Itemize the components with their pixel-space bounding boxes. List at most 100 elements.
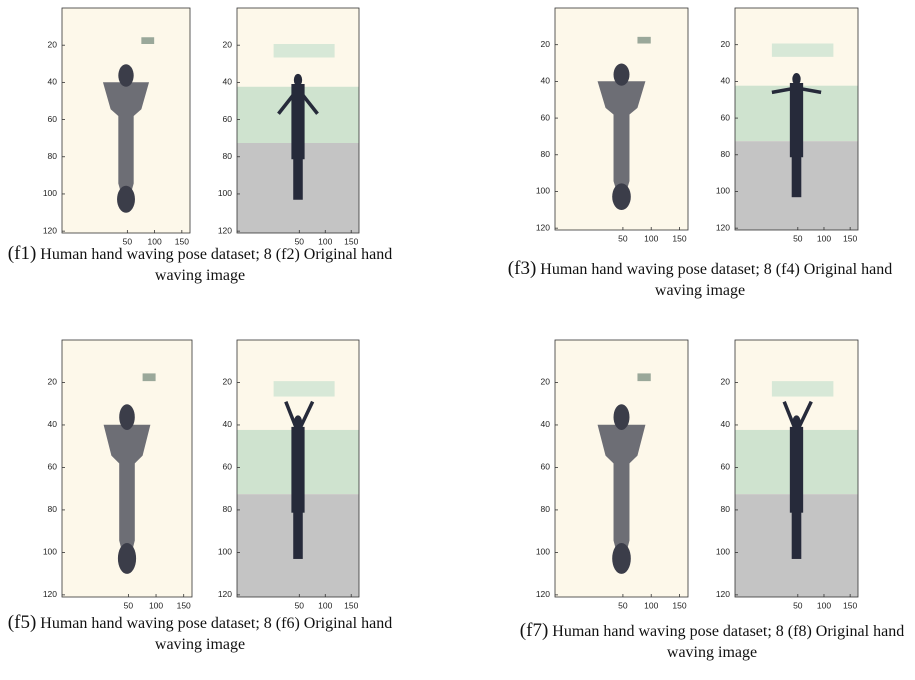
- y-tick-label: 80: [721, 504, 731, 514]
- y-tick-label: 20: [541, 39, 551, 49]
- caption: (f1)Human hand waving pose dataset; 8 (f…: [0, 243, 400, 286]
- y-tick-label: 60: [541, 462, 551, 472]
- x-tick-label: 50: [793, 600, 803, 610]
- speckle: [141, 37, 154, 44]
- y-tick-label: 120: [218, 589, 232, 599]
- y-tick-label: 60: [223, 462, 233, 472]
- y-tick-label: 40: [223, 77, 233, 87]
- caption-label: (f3): [508, 258, 536, 279]
- silhouette-lower: [118, 543, 136, 574]
- y-tick-label: 20: [721, 39, 731, 49]
- y-tick-label: 40: [721, 419, 731, 429]
- silhouette-lower: [612, 543, 631, 574]
- y-tick-label: 20: [48, 377, 58, 387]
- y-tick-label: 60: [721, 112, 731, 122]
- y-tick-label: 60: [541, 112, 551, 122]
- y-tick-label: 120: [716, 222, 730, 232]
- y-tick-label: 40: [48, 419, 58, 429]
- speckle: [637, 373, 650, 381]
- caption: (f7)Human hand waving pose dataset; 8 (f…: [512, 620, 912, 663]
- y-tick-label: 20: [541, 377, 551, 387]
- silhouette-head: [614, 64, 630, 86]
- caption-text: Human hand waving pose dataset; 8 (f8) O…: [552, 623, 904, 661]
- y-tick-label: 120: [43, 225, 57, 235]
- x-tick-label: 50: [124, 600, 134, 610]
- x-tick-label: 100: [644, 233, 658, 243]
- y-tick-label: 120: [716, 589, 730, 599]
- person-legs: [294, 512, 303, 558]
- figure-page: 20 40 60 80 100 120 50 100 150 20 40 60 80 100 120 50 10…: [0, 0, 915, 680]
- y-tick-label: 100: [43, 547, 57, 557]
- y-tick-label: 80: [48, 151, 58, 161]
- x-tick-label: 100: [644, 600, 658, 610]
- y-tick-label: 80: [223, 151, 233, 161]
- speckle: [637, 37, 650, 44]
- person-body: [790, 83, 802, 156]
- y-tick-label: 80: [721, 149, 731, 159]
- caption-label: (f5): [8, 612, 36, 633]
- y-tick-label: 120: [43, 589, 57, 599]
- y-tick-label: 100: [536, 186, 550, 196]
- y-tick-label: 20: [721, 377, 731, 387]
- person-body: [790, 427, 802, 512]
- y-tick-label: 60: [721, 462, 731, 472]
- y-tick-label: 60: [48, 462, 58, 472]
- y-tick-label: 100: [536, 547, 550, 557]
- y-tick-label: 100: [716, 547, 730, 557]
- x-tick-label: 150: [177, 600, 191, 610]
- person-head: [294, 74, 301, 85]
- speckle: [143, 373, 156, 381]
- y-tick-label: 60: [48, 114, 58, 124]
- y-tick-label: 120: [536, 589, 550, 599]
- silhouette-head: [119, 404, 135, 430]
- silhouette-lower: [612, 183, 631, 210]
- image-haze: [772, 44, 834, 57]
- person-legs: [792, 157, 801, 197]
- y-tick-label: 40: [721, 76, 731, 86]
- x-tick-label: 100: [817, 600, 831, 610]
- x-tick-label: 50: [793, 233, 803, 243]
- x-tick-label: 150: [843, 600, 857, 610]
- y-tick-label: 60: [223, 114, 233, 124]
- y-tick-label: 20: [223, 39, 233, 49]
- y-tick-label: 100: [716, 186, 730, 196]
- y-tick-label: 40: [541, 76, 551, 86]
- caption-text: Human hand waving pose dataset; 8 (f2) O…: [40, 246, 392, 284]
- person-body: [292, 427, 304, 512]
- y-tick-label: 80: [541, 504, 551, 514]
- x-tick-label: 150: [344, 600, 358, 610]
- y-tick-label: 40: [223, 419, 233, 429]
- y-tick-label: 80: [223, 504, 233, 514]
- caption-label: (f1): [8, 243, 36, 264]
- x-tick-label: 100: [149, 600, 163, 610]
- y-tick-label: 100: [218, 188, 232, 198]
- x-tick-label: 100: [318, 600, 332, 610]
- y-tick-label: 80: [541, 149, 551, 159]
- image-haze: [274, 44, 335, 58]
- caption: (f5)Human hand waving pose dataset; 8 (f…: [0, 612, 400, 655]
- person-legs: [294, 159, 303, 200]
- caption-text: Human hand waving pose dataset; 8 (f4) O…: [540, 261, 892, 299]
- y-tick-label: 40: [541, 419, 551, 429]
- y-tick-label: 100: [218, 547, 232, 557]
- person-head: [793, 73, 800, 84]
- y-tick-label: 120: [536, 222, 550, 232]
- caption-text: Human hand waving pose dataset; 8 (f6) O…: [40, 615, 392, 653]
- caption-label: (f7): [520, 620, 548, 641]
- x-tick-label: 150: [672, 233, 686, 243]
- silhouette-head: [118, 64, 133, 87]
- y-tick-label: 20: [223, 377, 233, 387]
- y-tick-label: 100: [43, 188, 57, 198]
- image-haze: [274, 381, 335, 396]
- caption: (f3)Human hand waving pose dataset; 8 (f…: [500, 258, 900, 301]
- silhouette-lower: [117, 186, 135, 213]
- x-tick-label: 50: [618, 233, 628, 243]
- person-legs: [792, 512, 801, 558]
- y-tick-label: 20: [48, 39, 58, 49]
- y-tick-label: 40: [48, 77, 58, 87]
- image-haze: [772, 381, 834, 396]
- silhouette-head: [614, 404, 630, 430]
- x-tick-label: 150: [843, 233, 857, 243]
- figure: 20 40 60 80 100 120 50 100 150 20 40 60 80 100 120 50 10…: [0, 0, 915, 680]
- y-tick-label: 80: [48, 504, 58, 514]
